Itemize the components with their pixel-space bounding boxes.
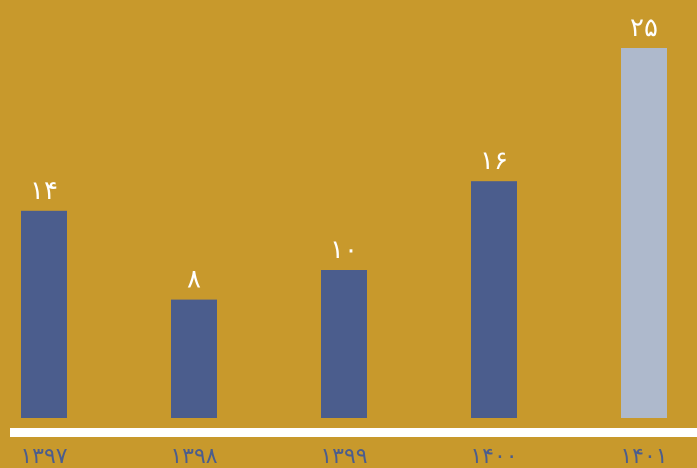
value-label-2: ۱۰: [330, 235, 358, 265]
category-label-4: ۱۴۰۱: [620, 444, 667, 468]
category-label-3: ۱۴۰۰: [470, 444, 517, 468]
bars-group: [21, 48, 667, 418]
bar-3: [471, 181, 517, 418]
bar-2: [321, 270, 367, 418]
value-label-3: ۱۶: [480, 146, 508, 176]
category-labels-group: ۱۳۹۷ ۱۳۹۸ ۱۳۹۹ ۱۴۰۰ ۱۴۰۱: [20, 444, 667, 468]
value-labels-group: ۱۴ ۸ ۱۰ ۱۶ ۲۵: [30, 13, 658, 295]
value-label-0: ۱۴: [30, 176, 58, 206]
category-label-1: ۱۳۹۸: [170, 444, 217, 468]
category-label-0: ۱۳۹۷: [20, 444, 67, 468]
value-label-4: ۲۵: [630, 13, 658, 43]
bar-1: [171, 299, 217, 418]
bar-4: [621, 48, 667, 418]
bar-0: [21, 210, 67, 418]
value-label-1: ۸: [187, 265, 201, 295]
x-axis-baseline: [10, 428, 697, 437]
category-label-2: ۱۳۹۹: [320, 444, 367, 468]
